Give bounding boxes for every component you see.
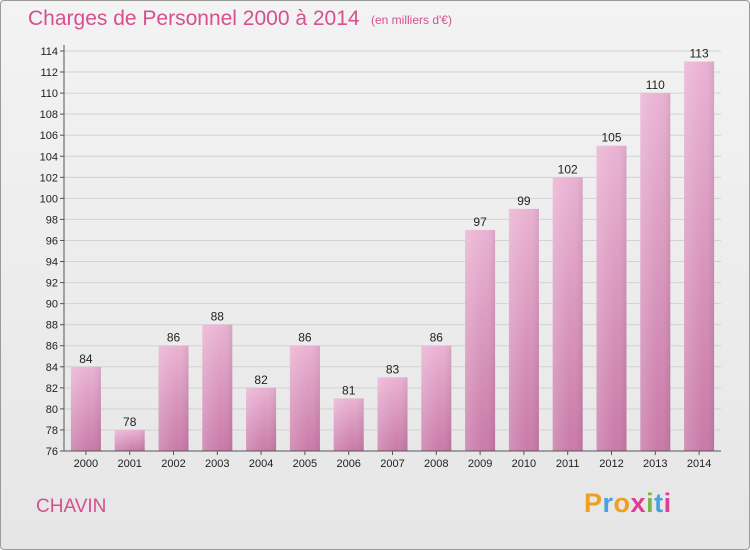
bar-shade — [465, 229, 496, 451]
y-tick-label: 96 — [46, 235, 58, 247]
y-tick-label: 94 — [46, 257, 58, 269]
bar-shade — [508, 208, 539, 451]
data-label: 113 — [690, 47, 709, 61]
bars — [70, 61, 715, 452]
y-tick-label: 92 — [46, 278, 58, 290]
y-tick-label: 82 — [46, 383, 58, 395]
bar-shade — [158, 345, 189, 451]
x-tick-label: 2013 — [643, 458, 667, 470]
bar-shade — [246, 387, 277, 451]
brand-letter: r — [602, 488, 614, 518]
y-tick-label: 98 — [46, 214, 58, 226]
data-label: 102 — [558, 162, 578, 176]
data-label: 81 — [342, 383, 356, 397]
y-tick-label: 110 — [40, 88, 58, 100]
bar-shade — [114, 429, 145, 451]
y-tick-label: 112 — [40, 67, 58, 79]
x-tick-label: 2009 — [468, 458, 492, 470]
brand-letter: x — [630, 488, 647, 518]
y-tick-label: 90 — [46, 299, 58, 311]
data-label: 86 — [298, 331, 312, 345]
y-tick-label: 100 — [40, 193, 58, 205]
chart-title: Charges de Personnel 2000 à 2014 — [28, 7, 360, 30]
y-tick-label: 76 — [46, 446, 58, 458]
x-tick-label: 2001 — [117, 458, 141, 470]
axes — [60, 45, 721, 455]
x-tick-label: 2003 — [205, 458, 229, 470]
bar-shade — [333, 398, 364, 451]
x-tick-label: 2002 — [161, 458, 185, 470]
x-tick-label: 2006 — [336, 458, 360, 470]
y-tick-label: 78 — [46, 425, 58, 437]
y-tick-label: 104 — [40, 151, 58, 163]
x-tick-label: 2007 — [380, 458, 404, 470]
bar-shade — [421, 345, 452, 451]
data-label: 99 — [517, 194, 531, 208]
bar-shade — [70, 366, 101, 451]
bar-shade — [202, 324, 233, 451]
data-label: 88 — [211, 310, 225, 324]
data-label: 110 — [646, 78, 665, 92]
x-tick-label: 2000 — [74, 458, 98, 470]
data-label: 86 — [430, 331, 444, 345]
data-label: 78 — [123, 415, 137, 429]
y-tick-label: 86 — [46, 341, 58, 353]
bar-shade — [289, 345, 320, 451]
chart-subtitle: (en milliers d'€) — [371, 13, 452, 27]
bar-shade — [684, 61, 715, 452]
bar-shade — [552, 177, 583, 451]
data-label: 82 — [254, 373, 268, 387]
labels: 76 78 80 82 84 86 88 90 92 94 96 98 100 102 104 106 108 1… — [40, 46, 712, 470]
x-tick-label: 2008 — [424, 458, 448, 470]
data-label: 97 — [473, 215, 487, 229]
brand-letter: i — [663, 488, 672, 518]
x-tick-label: 2004 — [249, 458, 273, 470]
brand-letter: t — [654, 488, 664, 518]
y-tick-label: 84 — [46, 362, 58, 374]
brand-logo: Proxiti — [584, 488, 672, 519]
y-tick-label: 114 — [40, 46, 58, 58]
y-tick-label: 106 — [40, 130, 58, 142]
brand-letter: o — [613, 488, 631, 518]
data-label: 86 — [167, 331, 181, 345]
x-tick-label: 2005 — [293, 458, 317, 470]
bar-shade — [640, 93, 671, 452]
bar-shade — [596, 145, 627, 451]
x-tick-label: 2014 — [687, 458, 711, 470]
x-tick-label: 2010 — [512, 458, 536, 470]
data-label: 105 — [601, 131, 621, 145]
x-tick-label: 2011 — [556, 458, 580, 470]
data-label: 83 — [386, 362, 400, 376]
y-tick-label: 80 — [46, 404, 58, 416]
data-label: 84 — [79, 352, 93, 366]
bar-shade — [377, 377, 408, 451]
brand-letter: P — [584, 488, 603, 518]
y-tick-label: 88 — [46, 320, 58, 332]
y-tick-label: 108 — [40, 109, 58, 121]
commune-name: CHAVIN — [36, 496, 107, 517]
brand-letter: i — [646, 488, 655, 518]
y-tick-label: 102 — [40, 172, 58, 184]
x-tick-label: 2012 — [599, 458, 623, 470]
